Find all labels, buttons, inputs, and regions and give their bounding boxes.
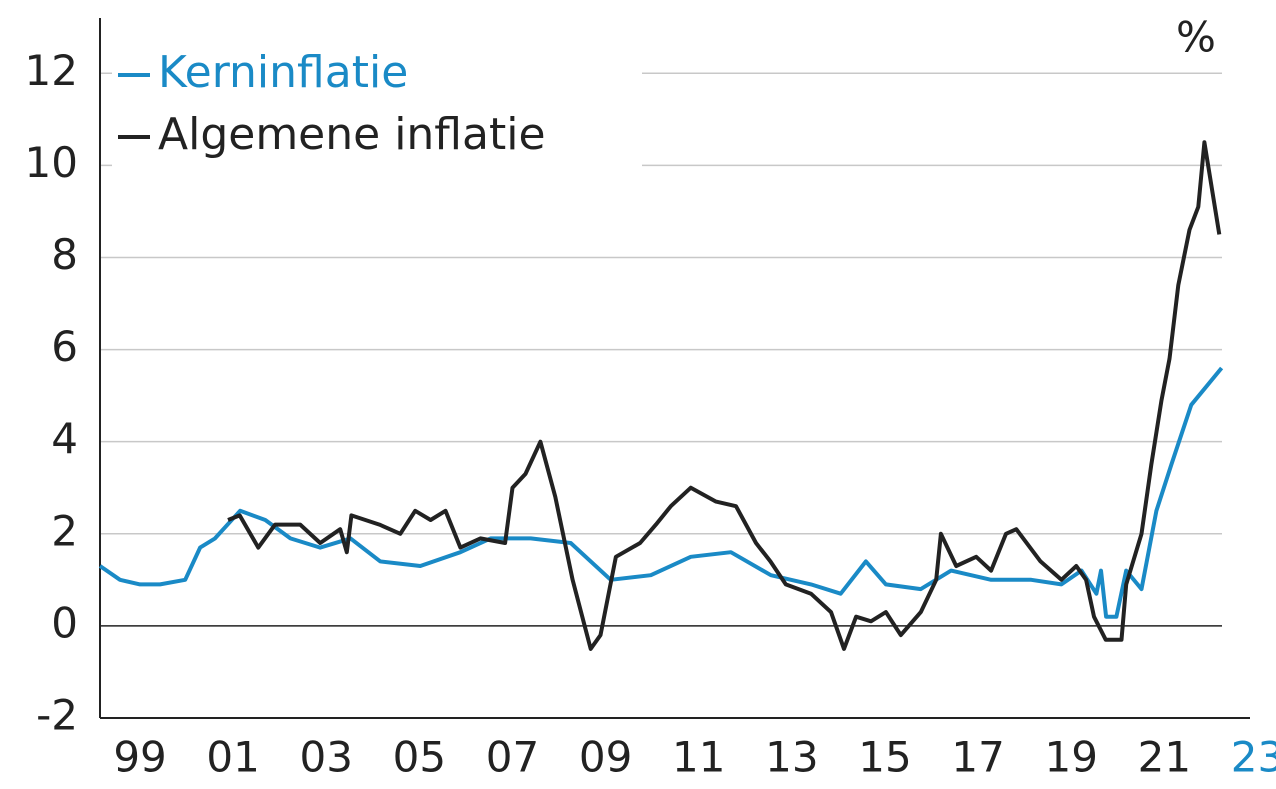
series-line [227,140,1222,651]
legend-label: Kerninflatie [158,47,408,98]
y-tick-label: 6 [51,322,78,371]
y-tick-label: 4 [51,414,78,463]
y-tick-label: 8 [51,230,78,279]
x-tick-label: 21 [1138,733,1191,782]
y-tick-label: -2 [36,691,78,740]
legend-background [112,45,642,170]
x-tick-label: 07 [486,733,539,782]
y-unit: % [1176,13,1216,62]
y-tick-label: 12 [25,46,78,95]
y-tick-label: 0 [51,598,78,647]
y-tick-label: 10 [25,138,78,187]
x-tick-label: 99 [113,733,166,782]
x-tick-label: 17 [951,733,1004,782]
x-tick-label: 15 [858,733,911,782]
x-tick-label: 01 [206,733,259,782]
legend-label: Algemene inflatie [158,109,546,160]
x-tick-label: 11 [672,733,725,782]
y-tick-label: 2 [51,506,78,555]
legend: Kerninflatie Algemene inflatie [112,45,642,170]
x-tick-label: 19 [1044,733,1097,782]
x-tick-label: 13 [765,733,818,782]
x-tick-label: 09 [579,733,632,782]
x-tick-label: 03 [300,733,353,782]
x-tick-label: 05 [393,733,446,782]
x-tick-label: 23 [1231,733,1276,782]
series-line [98,366,1224,619]
